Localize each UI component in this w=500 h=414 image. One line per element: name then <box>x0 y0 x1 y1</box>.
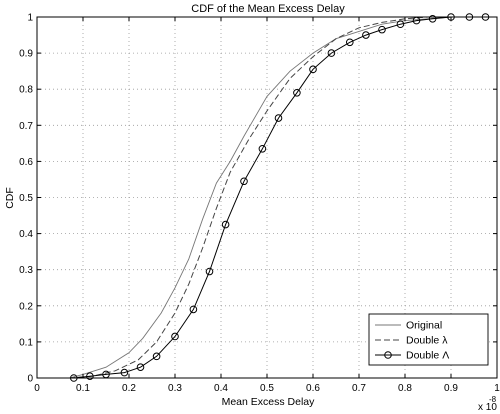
x-tick-label: 0.2 <box>122 383 136 394</box>
data-point-double-capital-lambda <box>274 114 283 122</box>
grid <box>37 17 497 378</box>
legend-label-double-capital-lambda: Double Λ <box>406 350 449 362</box>
y-tick-label: 0 <box>27 374 33 385</box>
y-tick-label: 1 <box>27 13 33 24</box>
x-tick-label: 0.8 <box>398 383 412 394</box>
series-line-double-capital-lambda <box>73 16 486 379</box>
series-line-original <box>69 16 497 379</box>
data-point-double-capital-lambda <box>136 363 145 371</box>
x-tick-label: 0 <box>34 383 40 394</box>
y-tick-label: 0.2 <box>19 301 33 312</box>
x-tick-label: 0.4 <box>214 383 228 394</box>
legend-label-original: Original <box>406 320 442 332</box>
axis-ticks <box>36 16 498 379</box>
y-tick-label: 0.6 <box>19 157 33 168</box>
y-axis-label: CDF <box>4 187 16 209</box>
x-axis-label: Mean Excess Delay <box>222 396 316 408</box>
data-point-double-capital-lambda <box>346 38 354 47</box>
data-point-double-capital-lambda <box>171 332 179 341</box>
tick-labels: 0 0.1 0.2 0.3 0.4 0.5 0.6 0.7 0.8 0.9 1 0 0.1 0.2 0.3 0… <box>19 13 500 395</box>
y-tick-label: 0.3 <box>19 265 33 276</box>
y-tick-label: 0.7 <box>19 121 33 132</box>
data-point-double-capital-lambda <box>309 65 317 74</box>
data-point-double-capital-lambda <box>240 177 248 186</box>
chart-title: CDF of the Mean Excess Delay <box>191 3 345 15</box>
x-axis-multiplier: x 10 <box>478 402 497 413</box>
x-tick-label: 0.6 <box>306 383 320 394</box>
data-point-double-capital-lambda <box>258 144 267 153</box>
plot-series <box>69 13 497 382</box>
series-line-double-lambda <box>69 16 497 379</box>
data-point-double-capital-lambda <box>293 89 301 97</box>
x-tick-label: 0.1 <box>76 383 90 394</box>
x-axis-exponent: -8 <box>489 395 497 404</box>
x-tick-label: 0.7 <box>352 383 366 394</box>
y-tick-label: 0.4 <box>19 229 33 240</box>
x-tick-label: 0.3 <box>168 383 182 394</box>
data-point-double-capital-lambda <box>378 25 386 34</box>
legend: Original Double λ Double Λ <box>368 313 489 366</box>
data-point-double-capital-lambda <box>428 15 437 23</box>
data-point-double-capital-lambda <box>86 372 94 380</box>
x-tick-label: 0.5 <box>260 383 274 394</box>
data-point-double-capital-lambda <box>221 220 230 229</box>
legend-label-double-lambda: Double λ <box>406 335 448 347</box>
x-tick-label: 1 <box>494 383 500 394</box>
y-tick-label: 0.9 <box>19 49 33 60</box>
data-point-double-capital-lambda <box>152 352 161 361</box>
data-point-double-capital-lambda <box>120 368 129 377</box>
legend-marker-double-capital-lambda <box>384 351 392 359</box>
y-tick-label: 0.5 <box>19 193 33 204</box>
data-point-double-capital-lambda <box>205 267 214 276</box>
legend-box <box>368 313 489 366</box>
y-tick-label: 0.1 <box>19 337 33 348</box>
data-point-double-capital-lambda <box>189 305 198 314</box>
x-tick-label: 0.9 <box>444 383 458 394</box>
data-point-double-capital-lambda <box>327 49 336 57</box>
y-tick-label: 0.8 <box>19 85 33 96</box>
data-point-double-capital-lambda <box>362 31 370 39</box>
data-point-double-capital-lambda <box>396 20 405 29</box>
